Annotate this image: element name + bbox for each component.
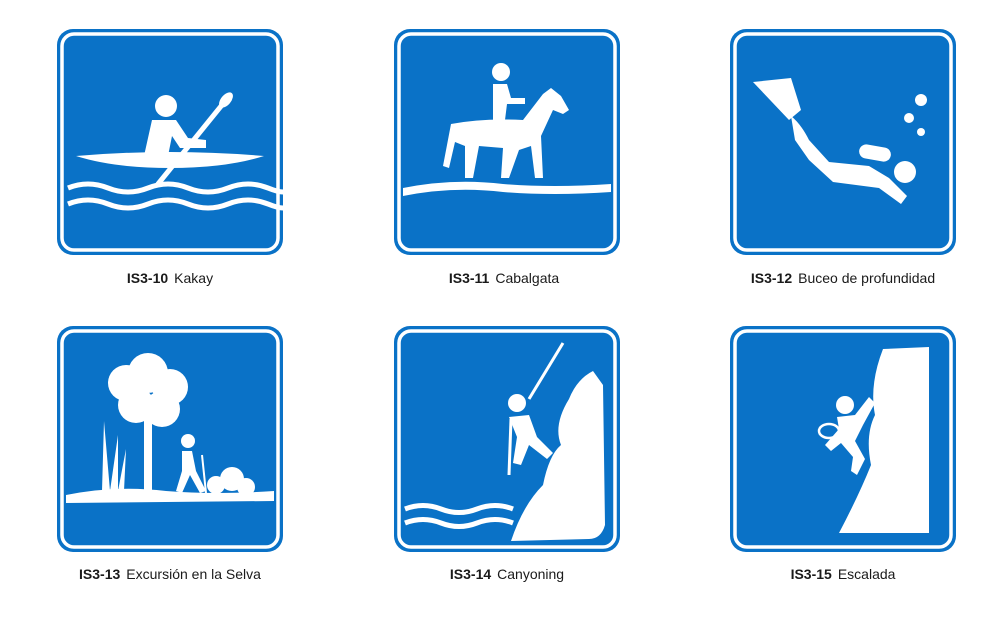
sign-name: Cabalgata	[495, 270, 560, 286]
sign-code: IS3-15	[790, 566, 832, 582]
sign-climbing	[729, 325, 957, 553]
sign-code: IS3-12	[750, 270, 793, 286]
sign-code: IS3-10	[126, 270, 169, 286]
sign-name: Excursión en la Selva	[126, 566, 261, 582]
scuba-diving-icon	[730, 29, 956, 255]
sign-canyoning	[393, 325, 621, 553]
sign-name: Kakay	[174, 270, 214, 286]
sign-scuba-diving	[729, 28, 957, 256]
sign-code: IS3-14	[449, 566, 492, 582]
caption-canyoning: IS3-14 Canyoning	[357, 566, 657, 582]
caption-kayak: IS3-10 Kakay	[20, 270, 320, 286]
sign-jungle-hiking	[56, 325, 284, 553]
climbing-icon	[730, 326, 956, 552]
caption-horse-riding: IS3-11 Cabalgata	[354, 270, 654, 286]
sign-code: IS3-11	[448, 270, 490, 286]
jungle-hiking-icon	[57, 326, 283, 552]
sign-name: Buceo de profundidad	[798, 270, 936, 286]
sign-horse-riding	[393, 28, 621, 256]
caption-scuba-diving: IS3-12 Buceo de profundidad	[693, 270, 993, 286]
horse-riding-icon	[394, 29, 620, 255]
sign-kayak	[56, 28, 284, 256]
sign-name: Escalada	[837, 566, 896, 582]
sign-name: Canyoning	[497, 566, 565, 582]
sign-code: IS3-13	[79, 566, 121, 582]
caption-climbing: IS3-15 Escalada	[693, 566, 993, 582]
caption-jungle-hiking: IS3-13 Excursión en la Selva	[20, 566, 320, 582]
canyoning-icon	[394, 326, 620, 552]
kayak-icon	[57, 29, 284, 255]
